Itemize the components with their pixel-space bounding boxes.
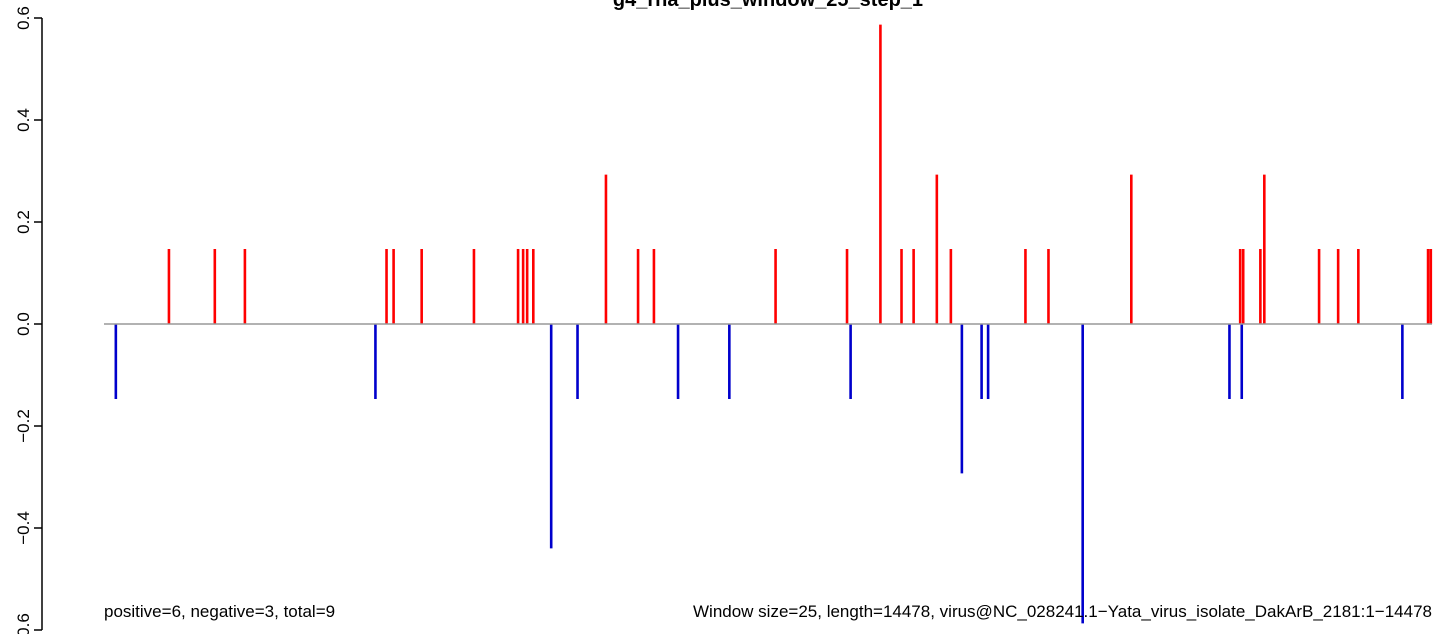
y-axis: −0.6 −0.4 −0.2 0.0 0.2 0.4 0.6 (14, 6, 43, 634)
y-ticks: −0.6 −0.4 −0.2 0.0 0.2 0.4 0.6 (14, 6, 42, 634)
y-tick-label: 0.0 (14, 312, 33, 336)
annotation-right: Window size=25, length=14478, virus@NC_0… (693, 602, 1432, 621)
bars-group (114, 24, 1433, 624)
chart-title: g4_rna_plus_window_25_step_1 (613, 0, 923, 11)
y-tick-label: −0.6 (14, 613, 33, 634)
y-tick-label: −0.4 (14, 511, 33, 545)
y-tick-label: 0.4 (14, 108, 33, 132)
y-tick-label: 0.6 (14, 6, 33, 30)
annotation-left: positive=6, negative=3, total=9 (104, 602, 335, 621)
y-tick-label: −0.2 (14, 409, 33, 443)
y-tick-label: 0.2 (14, 210, 33, 234)
